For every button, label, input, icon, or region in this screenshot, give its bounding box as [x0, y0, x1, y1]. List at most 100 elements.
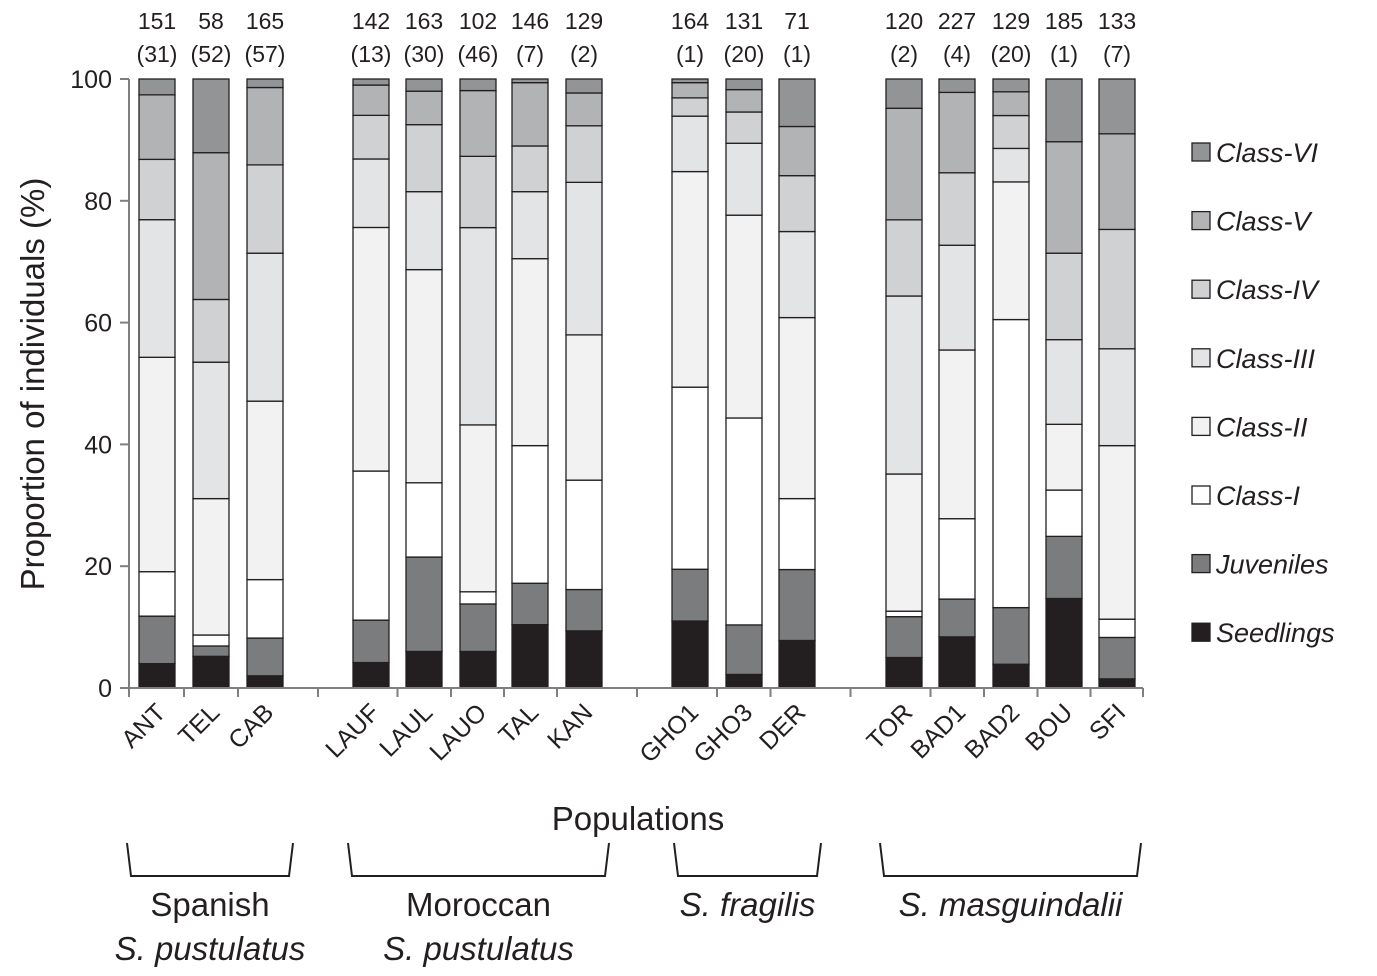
- segment-ANT-class-vi: [138, 78, 176, 96]
- bar-BAD1: [938, 78, 976, 689]
- segment-TAL-class-vi: [511, 78, 549, 84]
- segment-KAN-class-v: [565, 92, 603, 127]
- segment-KAN-juveniles: [565, 588, 603, 632]
- legend-item-class-i: Class-I: [1191, 481, 1301, 511]
- bar-CAB: [246, 78, 284, 689]
- segment-LAUL-class-iv: [405, 124, 443, 193]
- segment-ANT-juveniles: [138, 615, 176, 665]
- segment-BAD1-juveniles: [938, 598, 976, 638]
- segment-GHO1-class-iv: [671, 97, 709, 117]
- segment-CAB-class-v: [246, 86, 284, 166]
- segment-BAD2-class-iv: [992, 114, 1030, 150]
- group-1: Spanish S. pustulatus: [115, 842, 306, 967]
- segment-ANT-class-i: [138, 571, 176, 617]
- group-label-line2: S. pustulatus: [115, 930, 306, 967]
- group-label-line2: S. pustulatus: [383, 930, 574, 967]
- sample-extra-label: (57): [245, 41, 286, 67]
- segment-LAUL-class-i: [405, 482, 443, 558]
- sample-extra-label: (1): [676, 41, 704, 67]
- segment-GHO3-class-i: [725, 417, 763, 626]
- group-3: S. fragilis: [673, 842, 822, 923]
- legend-item-seedlings: Seedlings: [1191, 618, 1335, 648]
- segment-LAUO-class-v: [459, 89, 497, 157]
- legend-label: Class-I: [1216, 481, 1301, 511]
- segment-TOR-class-vi: [885, 78, 923, 109]
- segment-BAD2-class-i: [992, 318, 1030, 609]
- segment-CAB-class-iv: [246, 164, 284, 254]
- segment-TAL-juveniles: [511, 582, 549, 626]
- group-bracket: [879, 842, 1142, 877]
- legend-label: Class-III: [1216, 344, 1316, 374]
- sample-size-label: 146: [511, 8, 549, 34]
- segment-BOU-class-ii: [1045, 423, 1083, 491]
- sample-extra-label: (2): [890, 41, 918, 67]
- x-tick-label: DER: [754, 698, 811, 755]
- segment-TOR-seedlings: [885, 656, 923, 689]
- bar-ANT: [138, 78, 176, 689]
- bar-TEL: [192, 78, 230, 689]
- segment-BAD1-class-iv: [938, 172, 976, 246]
- segment-TAL-class-iv: [511, 145, 549, 193]
- segment-TEL-seedlings: [192, 655, 230, 689]
- segment-LAUO-seedlings: [459, 650, 497, 689]
- segment-BAD1-class-i: [938, 518, 976, 600]
- segment-BOU-class-i: [1045, 489, 1083, 538]
- segment-LAUF-class-iv: [352, 114, 390, 160]
- sample-extra-label: (52): [191, 41, 232, 67]
- segment-DER-class-vi: [778, 78, 816, 128]
- segment-LAUF-class-vi: [352, 78, 390, 86]
- x-tick-label: LAUF: [320, 698, 385, 763]
- x-tick-label: ANT: [116, 698, 171, 753]
- x-tick-label: GHO3: [688, 698, 758, 768]
- legend-swatch: [1191, 485, 1211, 505]
- legend-swatch: [1191, 142, 1211, 162]
- group-brackets: Spanish S. pustulatus Moroccan S. pustulatu…: [115, 842, 1142, 967]
- group-bracket: [347, 842, 610, 877]
- x-tick-label: GHO1: [634, 698, 704, 768]
- segment-GHO3-class-vi: [725, 78, 763, 91]
- segment-KAN-class-ii: [565, 334, 603, 481]
- legend-label: Class-II: [1216, 412, 1308, 442]
- sample-extra-label: (30): [404, 41, 445, 67]
- group-label-line1: Moroccan: [406, 886, 551, 923]
- group-4: S. masguindalii: [879, 842, 1142, 923]
- segment-LAUF-class-ii: [352, 226, 390, 472]
- sample-size-label: 163: [405, 8, 443, 34]
- segment-TAL-seedlings: [511, 624, 549, 689]
- segment-DER-juveniles: [778, 568, 816, 642]
- segment-DER-class-iv: [778, 175, 816, 233]
- sample-size-label: 58: [198, 8, 224, 34]
- sample-size-label: 185: [1045, 8, 1083, 34]
- segment-LAUL-juveniles: [405, 556, 443, 653]
- segment-LAUO-class-vi: [459, 78, 497, 92]
- segment-BOU-class-iv: [1045, 252, 1083, 341]
- y-axis-ticks: 0 20 40 60 80 100: [70, 66, 129, 703]
- segment-LAUF-seedlings: [352, 661, 390, 689]
- sample-extra-label: (46): [458, 41, 499, 67]
- y-tick-label: 60: [84, 310, 112, 338]
- segment-TOR-class-iii: [885, 295, 923, 475]
- segment-SFI-class-iii: [1098, 348, 1136, 447]
- segment-KAN-class-i: [565, 479, 603, 591]
- segment-TOR-juveniles: [885, 616, 923, 659]
- segment-LAUO-class-iii: [459, 226, 497, 426]
- legend-swatch: [1191, 279, 1211, 299]
- sample-size-label: 129: [565, 8, 603, 34]
- segment-SFI-class-i: [1098, 618, 1136, 639]
- sample-extra-label: (7): [516, 41, 544, 67]
- segment-LAUL-seedlings: [405, 650, 443, 689]
- segment-BAD2-class-vi: [992, 78, 1030, 93]
- segment-GHO1-class-ii: [671, 170, 709, 388]
- segment-TOR-class-v: [885, 107, 923, 221]
- segment-GHO1-seedlings: [671, 620, 709, 689]
- segment-DER-class-v: [778, 125, 816, 177]
- x-tick-label: BAD1: [905, 698, 971, 764]
- segment-LAUL-class-iii: [405, 191, 443, 271]
- y-tick-label: 100: [70, 66, 112, 94]
- sample-size-label: 102: [459, 8, 497, 34]
- segment-BOU-class-v: [1045, 141, 1083, 254]
- segment-LAUF-class-v: [352, 84, 390, 117]
- bar-TOR: [885, 78, 923, 689]
- bar-DER: [778, 78, 816, 689]
